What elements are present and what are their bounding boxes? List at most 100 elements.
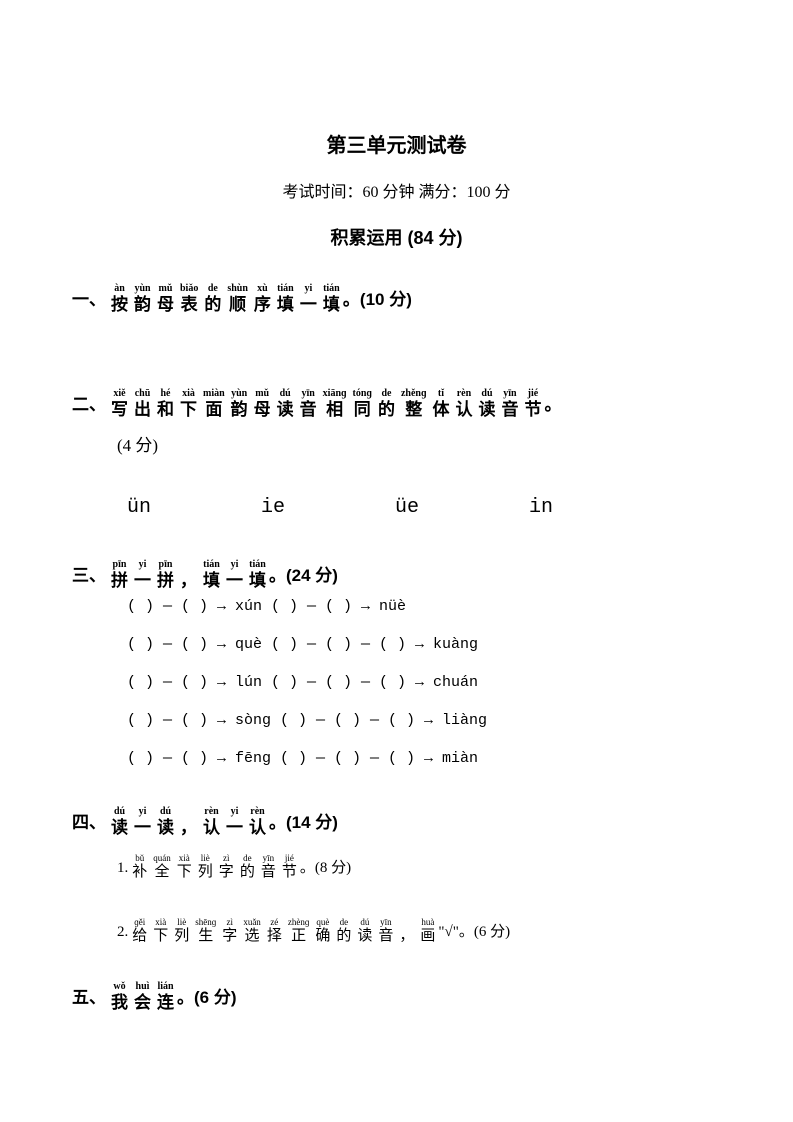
ruby-char: pīn拼 <box>157 560 174 589</box>
ruby-char: tián填 <box>277 284 294 313</box>
ruby-char: yùn韵 <box>134 284 151 313</box>
ruby-char: tián填 <box>323 284 340 313</box>
ruby-char: xià下 <box>153 918 168 944</box>
ruby-char: xiě写 <box>111 389 128 418</box>
ruby-char: rèn认 <box>203 807 220 836</box>
ruby-char: yīn音 <box>300 389 317 418</box>
q5-suffix: 。(6 分) <box>177 984 237 1011</box>
question-3: 三、 pīn拼yi一pīn拼 ，tián填yi一tián填 。(24 分) ( … <box>72 550 721 771</box>
section-title: 积累运用 (84 分) <box>72 224 721 253</box>
q5-num: 五、 <box>72 984 106 1011</box>
ruby-char: de的 <box>240 854 255 880</box>
ruby-char: rèn认 <box>249 807 266 836</box>
ruby-char: liè列 <box>174 918 189 944</box>
ruby-char: ， <box>180 560 197 589</box>
ruby-char: de的 <box>204 284 221 313</box>
ruby-char: mǔ母 <box>254 389 271 418</box>
ruby-char: ， <box>399 918 414 944</box>
ruby-char: tǐ体 <box>432 389 449 418</box>
ruby-char: liè列 <box>198 854 213 880</box>
q2-suffix: 。 <box>544 391 561 418</box>
q2-syllables: ün ie üe in <box>72 492 721 524</box>
ruby-char: zì字 <box>222 918 237 944</box>
ruby-char: biǎo表 <box>180 284 198 313</box>
q4-sub2-num: 2. <box>117 920 128 944</box>
ruby-char: ， <box>180 807 197 836</box>
ruby-char: tónɡ同 <box>353 389 372 418</box>
ruby-char: ɡěi给 <box>132 918 147 944</box>
q4-sub1-num: 1. <box>117 856 128 880</box>
ruby-char: rèn认 <box>455 389 472 418</box>
question-2: 二、 xiě写 chū出 hé和 xià下 miàn面 yùn韵 mǔ母 dú读 yīn音 xiā… <box>72 379 721 524</box>
ruby-char: àn按 <box>111 284 128 313</box>
ruby-char: dú读 <box>277 389 294 418</box>
ruby-char: xù序 <box>254 284 271 313</box>
ruby-char: yi一 <box>226 807 243 836</box>
ruby-char: dú读 <box>157 807 174 836</box>
ruby-char: què确 <box>315 918 330 944</box>
ruby-char: de的 <box>378 389 395 418</box>
ruby-char: yi一 <box>134 807 151 836</box>
ruby-char: xuǎn选 <box>243 918 261 944</box>
q3-row: ( ) — ( ) → lún ( ) — ( ) — ( ) → chuán <box>72 671 721 695</box>
ruby-char: xiānɡ相 <box>323 389 347 418</box>
ruby-char: yi一 <box>300 284 317 313</box>
q1-num: 一、 <box>72 286 106 313</box>
q2-num: 二、 <box>72 391 106 418</box>
ruby-char: yùn韵 <box>231 389 248 418</box>
ruby-char: yīn音 <box>501 389 518 418</box>
ruby-char: jié节 <box>524 389 541 418</box>
q4-suffix: 。(14 分) <box>269 809 338 836</box>
ruby-char: yīn音 <box>261 854 276 880</box>
ruby-char: miàn面 <box>203 389 225 418</box>
ruby-char: huà画 <box>420 918 435 944</box>
q4-sub2-suffix: "√"。(6 分) <box>438 920 510 944</box>
ruby-char: dú读 <box>357 918 372 944</box>
q4-sub2: 2. ɡěi给 xià下 liè列 shēnɡ生 zì字 xuǎn选 zé择 zhènɡ正qu… <box>72 908 721 944</box>
ruby-char: shùn顺 <box>227 284 248 313</box>
q4-sub1-suffix: 。(8 分) <box>300 856 351 880</box>
ruby-char: wǒ我 <box>111 982 128 1011</box>
syllable: in <box>529 492 553 524</box>
ruby-char: huì会 <box>134 982 151 1011</box>
ruby-char: quán全 <box>153 854 171 880</box>
ruby-char: tián填 <box>249 560 266 589</box>
ruby-char: dú读 <box>478 389 495 418</box>
q4-num: 四、 <box>72 809 106 836</box>
ruby-char: lián连 <box>157 982 174 1011</box>
syllable: üe <box>395 492 419 524</box>
q3-row: ( ) — ( ) → fēnɡ ( ) — ( ) — ( ) → miàn <box>72 747 721 771</box>
ruby-char: shēnɡ生 <box>195 918 216 944</box>
question-4: 四、 dú读 yi一 dú读 ， rèn认 yi一 rèn认 。(14 分) 1. bǔ补… <box>72 797 721 944</box>
ruby-char: yi一 <box>134 560 151 589</box>
page-title: 第三单元测试卷 <box>72 130 721 162</box>
ruby-char: zì字 <box>219 854 234 880</box>
ruby-char: chū出 <box>134 389 151 418</box>
ruby-char: bǔ补 <box>132 854 147 880</box>
question-1: 一、 àn按 yùn韵 mǔ母 biǎo表 de的 shùn顺 xù序 tián填 yi一 tiá… <box>72 274 721 313</box>
question-5: 五、 wǒ我 huì会 lián连 。(6 分) <box>72 972 721 1011</box>
q3-suffix: 。(24 分) <box>269 562 338 589</box>
ruby-char: mǔ母 <box>157 284 174 313</box>
ruby-char: zhěnɡ整 <box>401 389 427 418</box>
syllable: ün <box>127 492 151 524</box>
ruby-char: zé择 <box>267 918 282 944</box>
ruby-char: xià下 <box>180 389 197 418</box>
ruby-char: yīn音 <box>378 918 393 944</box>
q1-suffix: 。(10 分) <box>343 286 412 313</box>
ruby-char: yi一 <box>226 560 243 589</box>
ruby-char: de的 <box>336 918 351 944</box>
ruby-char: zhènɡ正 <box>288 918 310 944</box>
ruby-char: hé和 <box>157 389 174 418</box>
q3-row: ( ) — ( ) → xún ( ) — ( ) → nüè <box>72 595 721 619</box>
ruby-char: jié节 <box>282 854 297 880</box>
ruby-char: pīn拼 <box>111 560 128 589</box>
ruby-char: xià下 <box>177 854 192 880</box>
q2-score: (4 分) <box>117 436 158 455</box>
q4-sub1: 1. bǔ补 quán全 xià下 liè列 zì字 de的 yīn音 jié节 。(8 分) <box>72 844 721 880</box>
ruby-char: dú读 <box>111 807 128 836</box>
syllable: ie <box>261 492 285 524</box>
exam-info: 考试时间：60 分钟 满分：100 分 <box>72 180 721 206</box>
q3-row: ( ) — ( ) → sònɡ ( ) — ( ) — ( ) → liànɡ <box>72 709 721 733</box>
q3-row: ( ) — ( ) → què ( ) — ( ) — ( ) → kuànɡ <box>72 633 721 657</box>
